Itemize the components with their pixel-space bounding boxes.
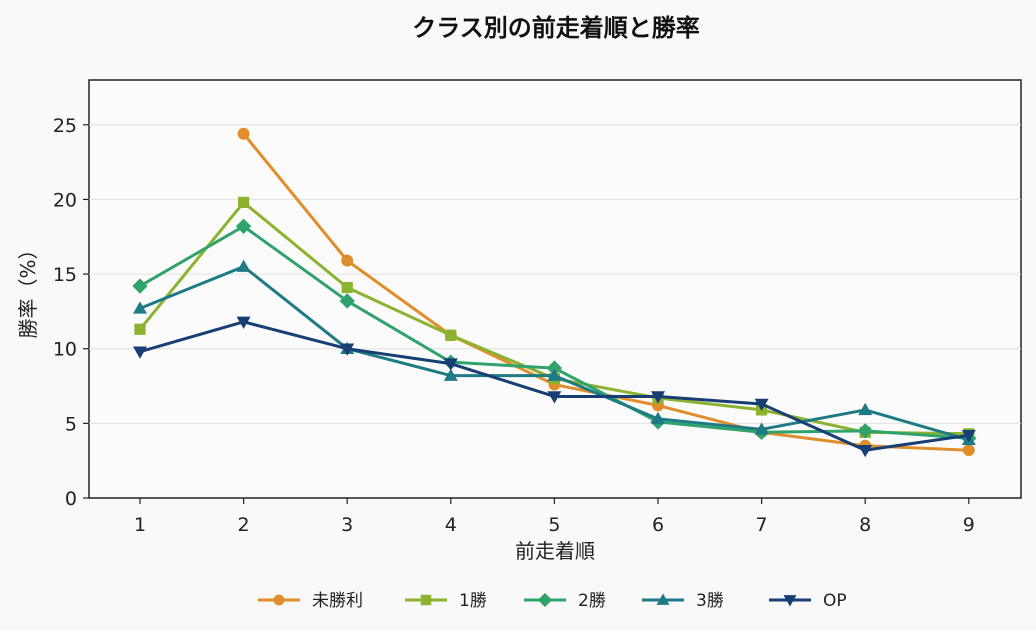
x-tick-label: 9 [963, 514, 975, 536]
data-point [238, 196, 250, 209]
legend-item-1: 1勝 [405, 591, 487, 611]
legend-label: 2勝 [578, 591, 606, 611]
x-axis-label: 前走着順 [515, 539, 595, 563]
series-4 [133, 316, 976, 458]
data-point [754, 422, 769, 435]
legend-label: 3勝 [696, 591, 724, 611]
data-point [754, 398, 769, 411]
data-point [443, 358, 458, 371]
x-tick-label: 8 [859, 514, 871, 536]
data-point [341, 254, 354, 267]
y-tick-label: 15 [53, 264, 77, 286]
data-point [443, 368, 458, 381]
legend-item-4: OP [769, 591, 847, 611]
data-point [235, 218, 252, 234]
axes: 0 5 10 15 20 25 1 2 3 4 5 6 7 8 9 [53, 115, 975, 536]
data-point [961, 430, 976, 443]
series-layer [132, 127, 977, 458]
legend-item-2: 2勝 [524, 591, 606, 611]
legend-label: 1勝 [459, 591, 487, 611]
data-point [236, 316, 251, 329]
data-point [547, 391, 562, 404]
y-tick-label: 0 [65, 488, 77, 510]
legend-label: OP [823, 591, 847, 611]
legend-marker [656, 593, 670, 605]
y-tick-label: 10 [53, 339, 77, 361]
data-point [237, 127, 250, 140]
x-tick-label: 1 [134, 514, 146, 536]
legend-marker [537, 592, 553, 608]
x-tick-label: 4 [445, 514, 457, 536]
x-tick-label: 6 [652, 514, 664, 536]
legend-item-0: 未勝利 [258, 591, 363, 611]
data-point [651, 391, 665, 404]
y-axis-label: 勝率（%） [16, 239, 40, 338]
legend-marker [273, 594, 285, 606]
data-point [962, 444, 975, 457]
data-point [547, 368, 562, 381]
data-point [134, 323, 146, 335]
data-point [341, 281, 353, 294]
x-tick-label: 7 [756, 514, 768, 536]
data-point [546, 360, 563, 376]
data-point [133, 301, 147, 314]
legend: 未勝利 1勝 2勝 3勝 OP [258, 591, 847, 611]
legend-marker [420, 594, 432, 606]
data-point [445, 329, 457, 341]
data-point [133, 346, 147, 359]
x-tick-label: 5 [548, 514, 560, 536]
data-point [236, 259, 251, 272]
plot-area [88, 79, 1022, 499]
chart-title: クラス別の前走着順と勝率 [412, 14, 700, 42]
y-tick-label: 20 [53, 189, 77, 211]
legend-item-3: 3勝 [642, 591, 724, 611]
x-tick-label: 2 [238, 514, 250, 536]
y-tick-label: 5 [65, 413, 77, 435]
data-point [857, 423, 873, 439]
data-point [858, 444, 873, 458]
legend-label: 未勝利 [312, 591, 363, 611]
data-point [858, 402, 873, 416]
y-tick-label: 25 [53, 115, 77, 137]
data-point [340, 343, 355, 356]
x-tick-label: 3 [341, 514, 353, 536]
data-point [651, 411, 665, 425]
data-point [132, 278, 148, 294]
legend-marker [783, 595, 797, 607]
data-point [339, 293, 355, 309]
